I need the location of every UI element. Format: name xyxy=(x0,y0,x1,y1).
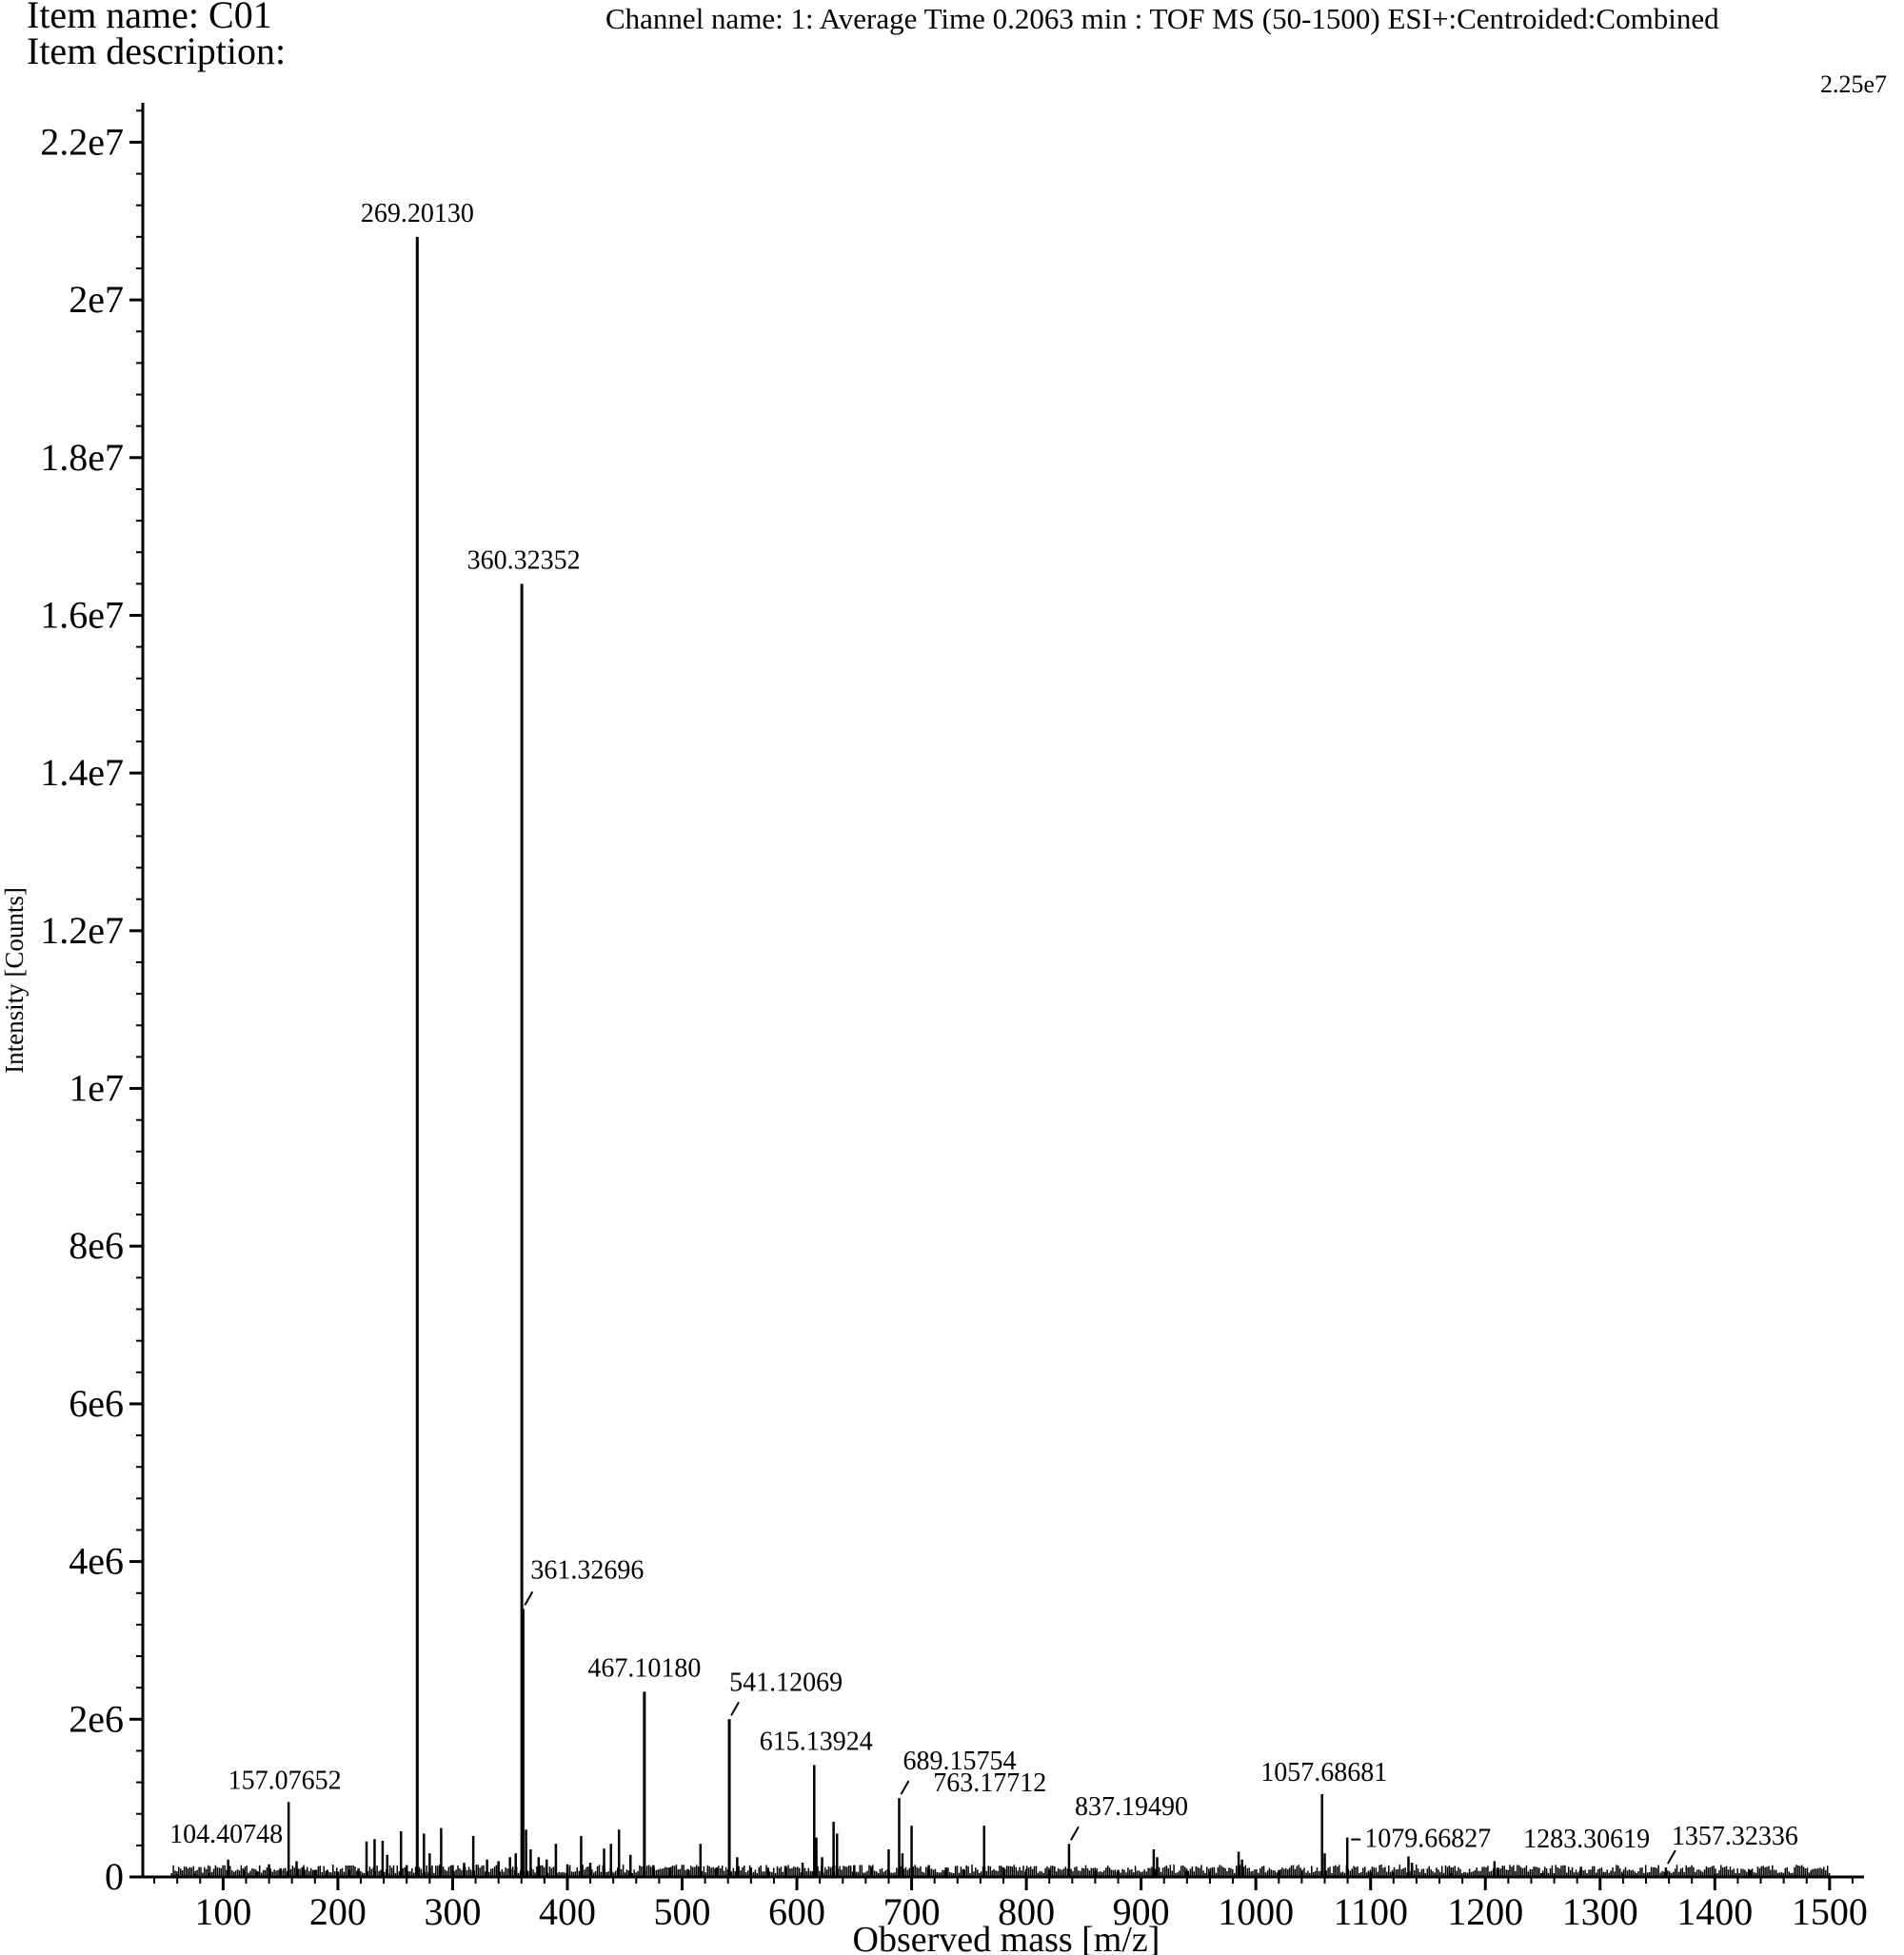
peak-label: 104.40748 xyxy=(169,1820,283,1849)
peak-label: 615.13924 xyxy=(760,1727,873,1756)
peak-label: 467.10180 xyxy=(587,1653,701,1683)
peak-label: 360.32352 xyxy=(467,545,581,575)
x-tick-label: 900 xyxy=(1113,1890,1170,1933)
x-tick-label: 700 xyxy=(883,1890,941,1933)
peak-label: 157.07652 xyxy=(228,1766,342,1795)
x-tick-label: 400 xyxy=(539,1890,596,1933)
channel-name: Channel name: 1: Average Time 0.2063 min… xyxy=(605,2,1719,35)
y-tick-label: 1e7 xyxy=(69,1067,124,1110)
x-tick-label: 200 xyxy=(309,1890,367,1933)
item-description: Item description: xyxy=(27,30,287,72)
peak-label: 269.20130 xyxy=(361,199,474,228)
peak-label: 1079.66827 xyxy=(1364,1825,1491,1854)
x-axis-title: Observed mass [m/z] xyxy=(853,1920,1160,1955)
y-tick-label: 1.6e7 xyxy=(40,593,124,636)
y-tick-label: 1.8e7 xyxy=(40,436,124,479)
peak-label: 361.32696 xyxy=(530,1555,644,1585)
x-tick-label: 300 xyxy=(424,1890,481,1933)
peak-labels: 104.40748 157.07652 269.20130 360.32352 361.… xyxy=(169,199,1798,1865)
full-scale-value: 2.25e7 xyxy=(1820,70,1888,98)
y-tick-label: 4e6 xyxy=(69,1540,124,1583)
peak-label: 541.12069 xyxy=(729,1668,843,1697)
y-tick-label: 2.2e7 xyxy=(40,120,124,163)
x-tick-label: 1400 xyxy=(1676,1890,1753,1933)
y-tick-label: 6e6 xyxy=(69,1382,124,1425)
x-tick-label: 500 xyxy=(654,1890,711,1933)
item-name: Item name: C01 xyxy=(27,0,272,36)
x-tick-label: 800 xyxy=(998,1890,1055,1933)
y-tick-label: 0 xyxy=(105,1855,124,1898)
x-tick-label: 100 xyxy=(194,1890,251,1933)
peak-label: 1283.30619 xyxy=(1523,1825,1650,1854)
y-axis-title: Intensity [Counts] xyxy=(0,887,29,1074)
peak-label: 837.19490 xyxy=(1075,1792,1188,1822)
peak-label-leader xyxy=(524,1590,534,1606)
peak-label: 689.15754 xyxy=(903,1747,1017,1776)
x-axis-ticks: 100 200 300 400 500 600 700 800 900 1000 1100 1200 1… xyxy=(153,1877,1868,1933)
x-tick-label: 1500 xyxy=(1792,1890,1868,1933)
y-tick-label: 2e6 xyxy=(69,1697,124,1740)
x-tick-label: 1000 xyxy=(1218,1890,1294,1933)
spectrum-peaks xyxy=(175,236,1796,1877)
x-tick-label: 1300 xyxy=(1562,1890,1638,1933)
chart-axes xyxy=(141,103,1864,1879)
y-tick-label: 1.2e7 xyxy=(40,909,124,952)
peak-label: 1057.68681 xyxy=(1260,1758,1387,1787)
y-tick-label: 8e6 xyxy=(69,1224,124,1267)
x-tick-label: 600 xyxy=(768,1890,825,1933)
y-tick-label: 2e7 xyxy=(69,278,124,321)
peak-label-leader xyxy=(900,1780,910,1795)
peak-label: 763.17712 xyxy=(933,1768,1046,1798)
peak-label-leader xyxy=(1666,1849,1676,1865)
x-tick-label: 1200 xyxy=(1447,1890,1523,1933)
y-tick-label: 1.4e7 xyxy=(40,751,124,794)
peak-label-leader xyxy=(730,1701,740,1716)
peak-label-leader xyxy=(1070,1826,1080,1841)
peak-label: 1357.32336 xyxy=(1672,1822,1798,1851)
y-axis-ticks: 0 2e6 4e6 6e6 8e6 1e7 1.2e7 1.4e7 1.6e7 1.8e7 2e7 2… xyxy=(40,109,143,1898)
x-tick-label: 1100 xyxy=(1333,1890,1408,1933)
